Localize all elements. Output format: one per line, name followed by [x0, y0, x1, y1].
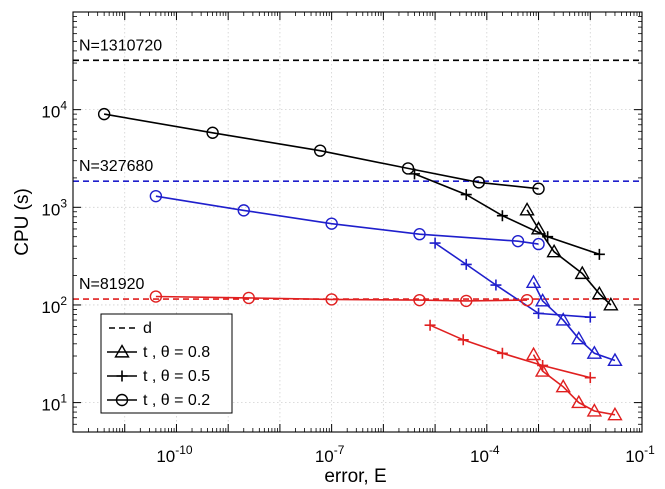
data-point-blue-theta-0.5 — [533, 307, 545, 319]
data-point-black-theta-0.2 — [532, 182, 545, 195]
data-point-black-theta-0.5 — [593, 248, 605, 260]
legend-label: t , θ = 0.8 — [143, 344, 210, 361]
legend-marker-plus — [116, 370, 128, 382]
data-point-blue-theta-0.2 — [511, 234, 525, 248]
x-axis-label: error, E — [324, 466, 386, 487]
data-point-red-theta-0.8 — [525, 346, 542, 361]
series-black-theta-0.5 — [409, 168, 605, 260]
data-point-black-theta-0.2 — [472, 176, 486, 189]
series-red-theta-0.8 — [525, 346, 623, 421]
data-point-black-theta-0.5 — [460, 189, 472, 201]
data-point-blue-theta-0.2 — [237, 204, 250, 217]
data-point-blue-theta-0.2 — [149, 189, 163, 203]
y-tick-label: 104 — [41, 99, 67, 122]
data-point-black-theta-0.2 — [206, 126, 219, 139]
legend-label: t , θ = 0.5 — [143, 368, 210, 385]
data-point-blue-theta-0.2 — [325, 217, 338, 230]
legend-entry: t , θ = 0.2 — [107, 392, 210, 409]
data-point-blue-theta-0.8 — [607, 352, 623, 367]
data-point-red-theta-0.5 — [584, 372, 596, 384]
y-tick-label: 103 — [41, 196, 67, 219]
data-point-red-theta-0.8 — [586, 403, 603, 417]
y-tick-label: 101 — [41, 392, 67, 415]
reference-label-d-N1310720: N=1310720 — [79, 37, 162, 54]
data-point-red-theta-0.2 — [242, 291, 255, 305]
series-line-black-theta-0.2 — [103, 113, 539, 190]
data-point-red-theta-0.2 — [325, 293, 338, 306]
series-layer — [97, 107, 623, 421]
data-point-blue-theta-0.5 — [490, 279, 502, 291]
data-point-blue-theta-0.5 — [460, 258, 472, 270]
series-line-red-theta-0.5 — [429, 324, 591, 379]
data-point-red-theta-0.8 — [571, 394, 587, 409]
data-point-black-theta-0.8 — [519, 202, 535, 216]
x-tick-label: 10-4 — [470, 443, 500, 466]
reference-label-d-N81920: N=81920 — [79, 276, 144, 293]
data-point-red-theta-0.5 — [424, 319, 436, 331]
series-line-red-theta-0.2 — [155, 295, 528, 302]
series-line-blue-theta-0.5 — [434, 242, 591, 318]
data-point-blue-theta-0.5 — [429, 237, 441, 249]
series-red-theta-0.2 — [149, 290, 534, 308]
x-tick-label: 10-1 — [625, 443, 655, 466]
legend-marker-circle — [115, 393, 129, 407]
data-point-black-theta-0.5 — [496, 210, 508, 222]
series-blue-theta-0.8 — [525, 274, 623, 367]
data-point-blue-theta-0.8 — [571, 330, 587, 345]
y-tick-label: 102 — [41, 294, 67, 317]
data-point-blue-theta-0.5 — [584, 311, 596, 323]
data-point-red-theta-0.2 — [149, 290, 163, 303]
series-red-theta-0.5 — [424, 319, 596, 384]
data-point-blue-theta-0.2 — [532, 237, 545, 251]
legend: d t , θ = 0.8 t , θ = 0.5 t , θ = 0.2 — [100, 313, 233, 414]
data-point-blue-theta-0.8 — [555, 312, 571, 326]
x-tick-label: 10-10 — [156, 443, 193, 466]
data-point-black-theta-0.8 — [546, 243, 562, 258]
data-point-red-theta-0.8 — [534, 363, 551, 377]
data-point-black-theta-0.8 — [574, 265, 590, 280]
series-black-theta-0.2 — [97, 107, 545, 195]
legend-marker-triangle — [114, 344, 130, 358]
reference-lines: N=1310720 N=327680 N=81920 — [73, 37, 642, 300]
data-point-red-theta-0.2 — [413, 293, 426, 307]
series-line-red-theta-0.8 — [532, 354, 616, 416]
series-blue-theta-0.2 — [149, 189, 545, 251]
data-point-red-theta-0.5 — [457, 334, 469, 346]
series-black-theta-0.8 — [519, 202, 619, 311]
y-axis-label: CPU (s) — [12, 188, 33, 256]
data-point-red-theta-0.2 — [460, 294, 473, 308]
data-point-black-theta-0.8 — [530, 221, 547, 235]
data-point-black-theta-0.2 — [97, 107, 111, 121]
x-tick-label: 10-7 — [315, 443, 345, 466]
reference-label-d-N327680: N=327680 — [79, 158, 153, 175]
data-point-blue-theta-0.8 — [525, 274, 542, 289]
series-line-blue-theta-0.2 — [155, 195, 539, 245]
data-point-blue-theta-0.8 — [534, 293, 551, 307]
data-point-red-theta-0.2 — [520, 293, 534, 307]
plot-frame — [72, 11, 643, 433]
legend-entry: t , θ = 0.5 — [107, 368, 210, 385]
data-point-black-theta-0.8 — [591, 285, 608, 300]
legend-entry: t , θ = 0.8 — [107, 344, 210, 361]
data-point-blue-theta-0.2 — [413, 228, 426, 241]
legend-label: d — [143, 320, 152, 337]
series-blue-theta-0.5 — [429, 237, 596, 323]
data-point-red-theta-0.8 — [555, 378, 571, 393]
data-point-black-theta-0.8 — [603, 297, 619, 311]
legend-entry: d — [109, 320, 152, 337]
data-point-blue-theta-0.8 — [586, 345, 603, 359]
legend-box — [100, 313, 233, 414]
data-point-red-theta-0.5 — [496, 347, 508, 359]
legend-label: t , θ = 0.2 — [143, 392, 210, 409]
data-point-black-theta-0.5 — [409, 168, 421, 180]
data-point-black-theta-0.2 — [313, 144, 327, 157]
data-point-black-theta-0.2 — [401, 162, 415, 175]
axes: 10-10 10-7 10-4 10-1 101 102 103 104 error, E CPU… — [12, 11, 655, 487]
data-point-red-theta-0.8 — [607, 406, 623, 421]
